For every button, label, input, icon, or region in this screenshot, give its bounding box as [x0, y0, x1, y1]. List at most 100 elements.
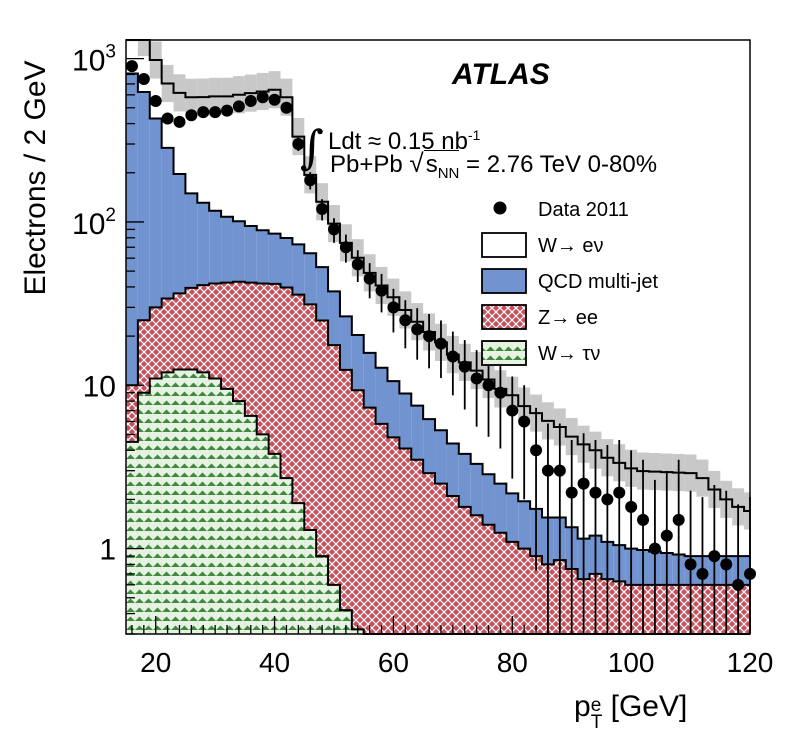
data-point [613, 486, 626, 499]
z-ee-bin [518, 548, 531, 634]
w-taunu-bin [149, 378, 162, 634]
w-taunu-bin [292, 503, 305, 634]
z-ee-bin [328, 345, 340, 634]
data-point [530, 444, 543, 457]
legend-swatch [481, 304, 527, 330]
legend-swatch [481, 232, 527, 258]
system-suffix: = 2.76 TeV 0-80% [459, 151, 658, 178]
z-ee-bin [494, 532, 507, 634]
legend: Data 2011 W→ eν QCD multi-jet Z→ ee W→ τν [481, 199, 658, 366]
data-point [518, 415, 531, 428]
sqrt-symbol: √ [409, 148, 424, 178]
z-ee-bin [387, 437, 400, 634]
data-point [244, 95, 257, 108]
data-point [660, 529, 673, 542]
data-point [684, 558, 697, 571]
data-point [648, 542, 661, 555]
energy-subscript: NN [437, 164, 460, 182]
band-bin [137, 40, 150, 57]
legend-swatch [481, 268, 527, 294]
x-axis: 20 40 60 80 100 120 [131, 616, 773, 678]
data-point [672, 513, 685, 526]
z-ee-bin [399, 448, 412, 634]
x-tick-label: 40 [259, 647, 290, 678]
data-point [458, 360, 471, 373]
data-point [565, 486, 578, 499]
y-tick-label: 102 [72, 205, 116, 241]
data-point [268, 93, 281, 106]
w-taunu-bin [209, 378, 222, 634]
data-point [506, 404, 519, 417]
z-ee-bin [506, 541, 519, 634]
z-ee-bin [458, 506, 471, 634]
data-point [696, 567, 709, 580]
legend-label: W→ τν [538, 343, 600, 365]
qcd-bin [126, 73, 138, 635]
data-point [209, 106, 222, 119]
z-ee-bin [530, 556, 542, 634]
data-point [363, 272, 376, 285]
data-point [446, 350, 459, 363]
w-taunu-bin [244, 415, 257, 634]
x-tick-label: 80 [497, 647, 528, 678]
data-point [732, 578, 745, 591]
z-ee-bin [351, 390, 364, 634]
w-taunu-bin [339, 610, 352, 634]
w-taunu-bin [126, 441, 138, 634]
data-point [339, 241, 352, 254]
w-taunu-bin [221, 388, 233, 634]
data-point [577, 477, 590, 490]
legend-marker-data [493, 201, 507, 215]
w-taunu-bin [185, 369, 198, 634]
data-point [494, 386, 507, 399]
data-point [423, 330, 436, 343]
energy-symbol: s [425, 151, 438, 178]
x-axis-label-symbol: p [574, 690, 591, 723]
experiment-label: ATLAS [452, 58, 550, 91]
z-ee-bin [280, 287, 293, 634]
z-ee-bin [375, 423, 388, 634]
legend-label: Data 2011 [538, 199, 629, 221]
data-points [125, 60, 756, 634]
data-point [316, 203, 329, 216]
data-point [328, 223, 340, 236]
data-point [637, 513, 650, 526]
data-point [161, 112, 174, 125]
legend-label: Z→ ee [538, 307, 598, 329]
legend-label: W→ eν [538, 235, 604, 257]
data-point [411, 323, 424, 336]
data-point [720, 558, 733, 571]
data-point [601, 493, 614, 506]
stacked-histograms [126, 72, 750, 635]
z-ee-bin [446, 495, 459, 634]
w-taunu-bin [197, 372, 210, 634]
z-ee-bin [470, 515, 483, 634]
data-point [173, 115, 186, 128]
x-tick-label: 60 [378, 647, 409, 678]
y-axis: 1 10 102 103 [72, 42, 144, 635]
data-point [708, 550, 721, 563]
data-point [292, 138, 305, 151]
data-point [375, 284, 388, 297]
w-taunu-bin [173, 369, 186, 634]
data-point [280, 101, 293, 114]
data-point [387, 301, 400, 314]
w-taunu-bin [161, 372, 174, 634]
data-point [137, 73, 150, 86]
w-taunu-bin [316, 556, 329, 634]
z-ee-bin [482, 524, 495, 634]
z-ee-bin [744, 584, 750, 634]
w-taunu-bin [232, 401, 245, 634]
data-point [149, 95, 162, 108]
system-prefix: Pb+Pb [330, 151, 403, 178]
legend-swatch [481, 340, 527, 366]
z-ee-bin [435, 483, 447, 634]
z-ee-bin [423, 473, 436, 634]
data-point [351, 258, 364, 271]
data-point [221, 104, 234, 117]
data-point [304, 174, 317, 187]
data-point [625, 500, 638, 513]
data-point [541, 464, 554, 477]
